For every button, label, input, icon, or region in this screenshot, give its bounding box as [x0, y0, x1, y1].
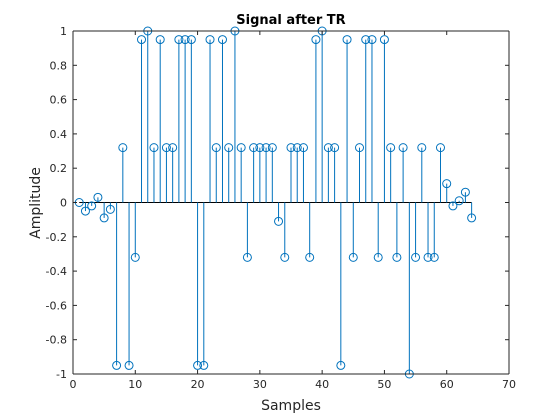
stem-marker: [379, 35, 389, 45]
x-tick-label: 10: [128, 378, 142, 391]
stem-marker: [342, 35, 352, 45]
stem-marker: [280, 252, 290, 262]
stem-marker: [180, 35, 190, 45]
stem-marker: [130, 252, 140, 262]
x-tick-label: 30: [253, 378, 267, 391]
stem-marker: [118, 143, 128, 153]
y-tick-label: -0.2: [46, 231, 67, 244]
stem-marker: [211, 143, 221, 153]
stem-marker: [99, 213, 109, 223]
y-tick-label: 0.2: [50, 162, 68, 175]
stem-marker: [255, 143, 265, 153]
stem-marker: [124, 360, 134, 370]
stem-marker: [174, 35, 184, 45]
y-axis-title: Amplitude: [28, 167, 44, 239]
stem-marker: [186, 35, 196, 45]
stem-marker: [429, 252, 439, 262]
x-tick-label: 70: [502, 378, 516, 391]
stem-marker: [311, 35, 321, 45]
x-axis-title: Samples: [261, 398, 321, 414]
stem-marker: [386, 143, 396, 153]
stem-marker: [286, 143, 296, 153]
x-tick-label: 0: [70, 378, 77, 391]
y-tick-label: 0: [60, 197, 67, 210]
stem-marker: [168, 143, 178, 153]
stem-marker: [87, 201, 97, 211]
stem-marker: [348, 252, 358, 262]
stem-marker: [435, 143, 445, 153]
stem-marker: [448, 201, 458, 211]
stem-marker: [467, 213, 477, 223]
stem-marker: [217, 35, 227, 45]
stem-marker: [224, 143, 234, 153]
stem-marker: [137, 35, 147, 45]
stem-marker: [454, 196, 464, 206]
y-tick-label: 0.4: [50, 128, 68, 141]
stem-marker: [105, 204, 115, 214]
stem-marker: [392, 252, 402, 262]
y-tick-label: 0.8: [50, 59, 68, 72]
stem-marker: [193, 360, 203, 370]
stem-marker: [161, 143, 171, 153]
stem-marker: [442, 179, 452, 189]
stem-marker: [373, 252, 383, 262]
x-tick-label: 40: [315, 378, 329, 391]
stem-marker: [361, 35, 371, 45]
stem-marker: [267, 143, 277, 153]
stem-marker: [236, 143, 246, 153]
y-tick-label: -0.6: [46, 299, 67, 312]
stem-marker: [93, 192, 103, 202]
stem-marker: [423, 252, 433, 262]
x-tick-label: 50: [377, 378, 391, 391]
stem-marker: [292, 143, 302, 153]
stem-marker: [80, 206, 90, 216]
stem-marker: [411, 252, 421, 262]
stem-marker: [460, 187, 470, 197]
stem-marker: [367, 35, 377, 45]
x-tick-label: 20: [191, 378, 205, 391]
stem-marker: [398, 143, 408, 153]
chart-title: Signal after TR: [236, 13, 345, 28]
stem-marker: [330, 143, 340, 153]
stem-marker: [242, 252, 252, 262]
stem-marker: [199, 360, 209, 370]
stem-marker: [155, 35, 165, 45]
stem-marker: [336, 360, 346, 370]
stem-marker: [417, 143, 427, 153]
stem-marker: [305, 252, 315, 262]
stem-marker: [112, 360, 122, 370]
stem-marker: [261, 143, 271, 153]
y-tick-label: -1: [56, 368, 67, 381]
y-tick-label: -0.4: [46, 265, 67, 278]
stem-marker: [298, 143, 308, 153]
stem-marker: [149, 143, 159, 153]
y-tick-label: -0.8: [46, 334, 67, 347]
x-tick-label: 60: [440, 378, 454, 391]
stem-marker: [205, 35, 215, 45]
y-tick-label: 1: [60, 25, 67, 38]
y-tick-label: 0.6: [50, 94, 68, 107]
stem-marker: [274, 216, 284, 226]
stem-marker: [355, 143, 365, 153]
stem-marker: [323, 143, 333, 153]
stem-marker: [249, 143, 259, 153]
